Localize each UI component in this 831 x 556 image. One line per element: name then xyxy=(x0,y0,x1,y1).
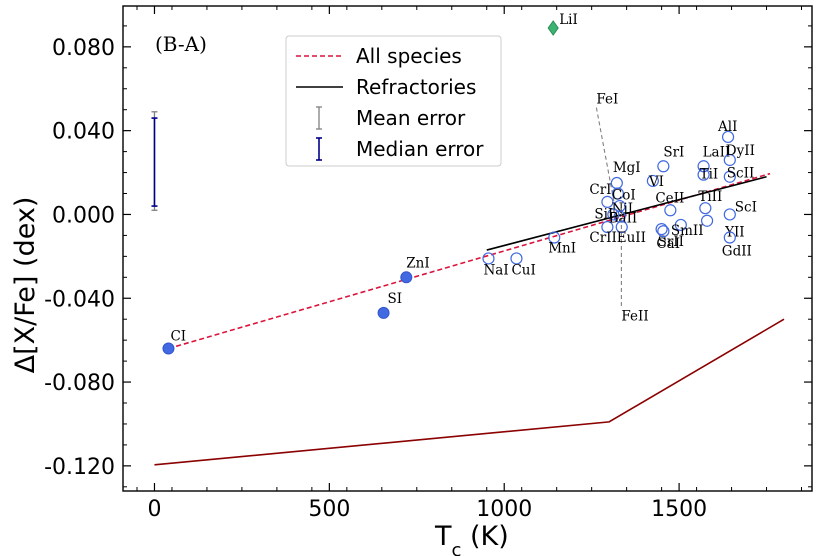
point-label-yii: YII xyxy=(724,225,745,241)
point-label-ci: CI xyxy=(170,329,186,345)
point-label-vi: VI xyxy=(648,174,664,190)
data-marks: FeI FeII CI SI ZnI LiI NaI CuI MnI CrI CrII SiI MgI C… xyxy=(151,12,757,355)
x-tick-label: 500 xyxy=(308,497,350,522)
point-label-cai: CaI xyxy=(656,236,680,252)
y-tick-label: -0.040 xyxy=(44,287,115,312)
point-label-coi: CoI xyxy=(612,188,636,204)
legend-swatch-median-error xyxy=(316,137,322,161)
point-cui xyxy=(510,252,523,265)
legend-label-median-error: Median error xyxy=(356,137,484,161)
point-label-cri: CrI xyxy=(589,182,611,198)
fe-marker-line-fei xyxy=(595,107,615,205)
point-label-sii: SiI xyxy=(594,206,613,222)
plot-frame xyxy=(122,5,813,492)
legend-swatch-mean-error xyxy=(316,106,322,130)
point-dyii xyxy=(723,153,736,167)
point-label-laii: LaII xyxy=(703,144,731,160)
legend: All species Refractories Mean error Medi… xyxy=(285,35,502,167)
y-tick-label: 0.000 xyxy=(52,203,115,228)
point-si xyxy=(377,306,390,319)
point-label-cui: CuI xyxy=(511,262,535,278)
point-label-baii: BaII xyxy=(609,211,638,227)
point-label-smii: SmII xyxy=(671,223,704,239)
point-sci xyxy=(723,208,736,221)
point-yii xyxy=(700,214,714,227)
point-laii xyxy=(697,160,710,173)
y-tick-label: 0.080 xyxy=(52,36,115,61)
point-ali xyxy=(721,130,735,144)
point-cri xyxy=(601,195,614,208)
point-lii xyxy=(547,20,559,36)
legend-label-refractories: Refractories xyxy=(356,75,476,99)
x-axis-label: Tc (K) xyxy=(434,521,509,556)
point-label-gdii: GdII xyxy=(722,244,752,260)
point-srii xyxy=(655,223,668,236)
x-axis-label-main: T xyxy=(434,521,452,552)
point-label-mni: MnI xyxy=(548,241,576,257)
point-label-mgi: MgI xyxy=(613,160,641,176)
point-smii xyxy=(674,218,687,232)
point-label-scii: ScII xyxy=(727,166,754,182)
point-crii xyxy=(601,220,614,234)
y-axis-label: Δ[X/Fe] (dex) xyxy=(10,197,41,374)
fit-line-refractories xyxy=(486,175,767,251)
x-tick-label: 0 xyxy=(147,497,161,522)
legend-label-all-species: All species xyxy=(356,44,462,68)
point-nai xyxy=(482,252,495,265)
plot-area xyxy=(154,172,785,466)
point-label-dyii: DyII xyxy=(726,143,755,159)
point-gdii xyxy=(723,231,736,244)
panel-label: (B-A) xyxy=(155,32,207,56)
point-coi xyxy=(611,187,624,200)
point-label-sri: SrI xyxy=(663,144,684,160)
point-label-zni: ZnI xyxy=(406,255,429,271)
point-vi xyxy=(646,174,659,188)
point-label-si: SI xyxy=(388,291,403,307)
point-euii xyxy=(615,220,628,234)
point-label-ali: AlI xyxy=(717,119,737,135)
point-label-euii: EuII xyxy=(617,230,646,246)
legend-label-mean-error: Mean error xyxy=(356,106,466,130)
point-label-nii: NiI xyxy=(612,201,633,217)
point-label-lii: LiI xyxy=(559,12,578,28)
point-tiii xyxy=(699,202,712,215)
point-tii xyxy=(697,168,710,181)
point-scii xyxy=(723,170,736,183)
y-tick-label: -0.080 xyxy=(44,371,115,396)
x-axis-label-unit: (K) xyxy=(461,521,508,552)
point-label-srii: SrII xyxy=(658,234,684,250)
point-sri xyxy=(657,160,670,173)
legend-frame xyxy=(285,35,502,167)
point-mni xyxy=(548,231,561,244)
error-bar-median-error xyxy=(151,117,158,207)
point-cai xyxy=(657,225,670,238)
lower-limit-line xyxy=(154,318,785,466)
y-tick-label: -0.120 xyxy=(44,455,115,480)
axes: 0.080 0.040 0.000 -0.040 -0.080 -0.120 0 500 100… xyxy=(44,5,813,522)
point-label-crii: CrII xyxy=(589,230,616,246)
point-zni xyxy=(400,271,413,284)
fe-marker-label-fei: FeI xyxy=(596,92,618,108)
point-label-nai: NaI xyxy=(483,262,508,278)
x-tick-label: 1000 xyxy=(476,497,532,522)
fe-marker-label-feii: FeII xyxy=(621,309,648,325)
x-tick-label: 1500 xyxy=(651,497,707,522)
y-tick-label: 0.040 xyxy=(52,120,115,145)
point-ci xyxy=(162,342,175,355)
x-axis-label-sub: c xyxy=(452,540,462,556)
point-label-ceii: CeII xyxy=(655,190,684,206)
point-label-tii: TiI xyxy=(700,167,719,183)
point-ceii xyxy=(664,204,677,217)
point-label-sci: ScI xyxy=(735,199,757,215)
point-label-tiii: TiII xyxy=(698,189,722,205)
point-sii xyxy=(607,208,620,221)
